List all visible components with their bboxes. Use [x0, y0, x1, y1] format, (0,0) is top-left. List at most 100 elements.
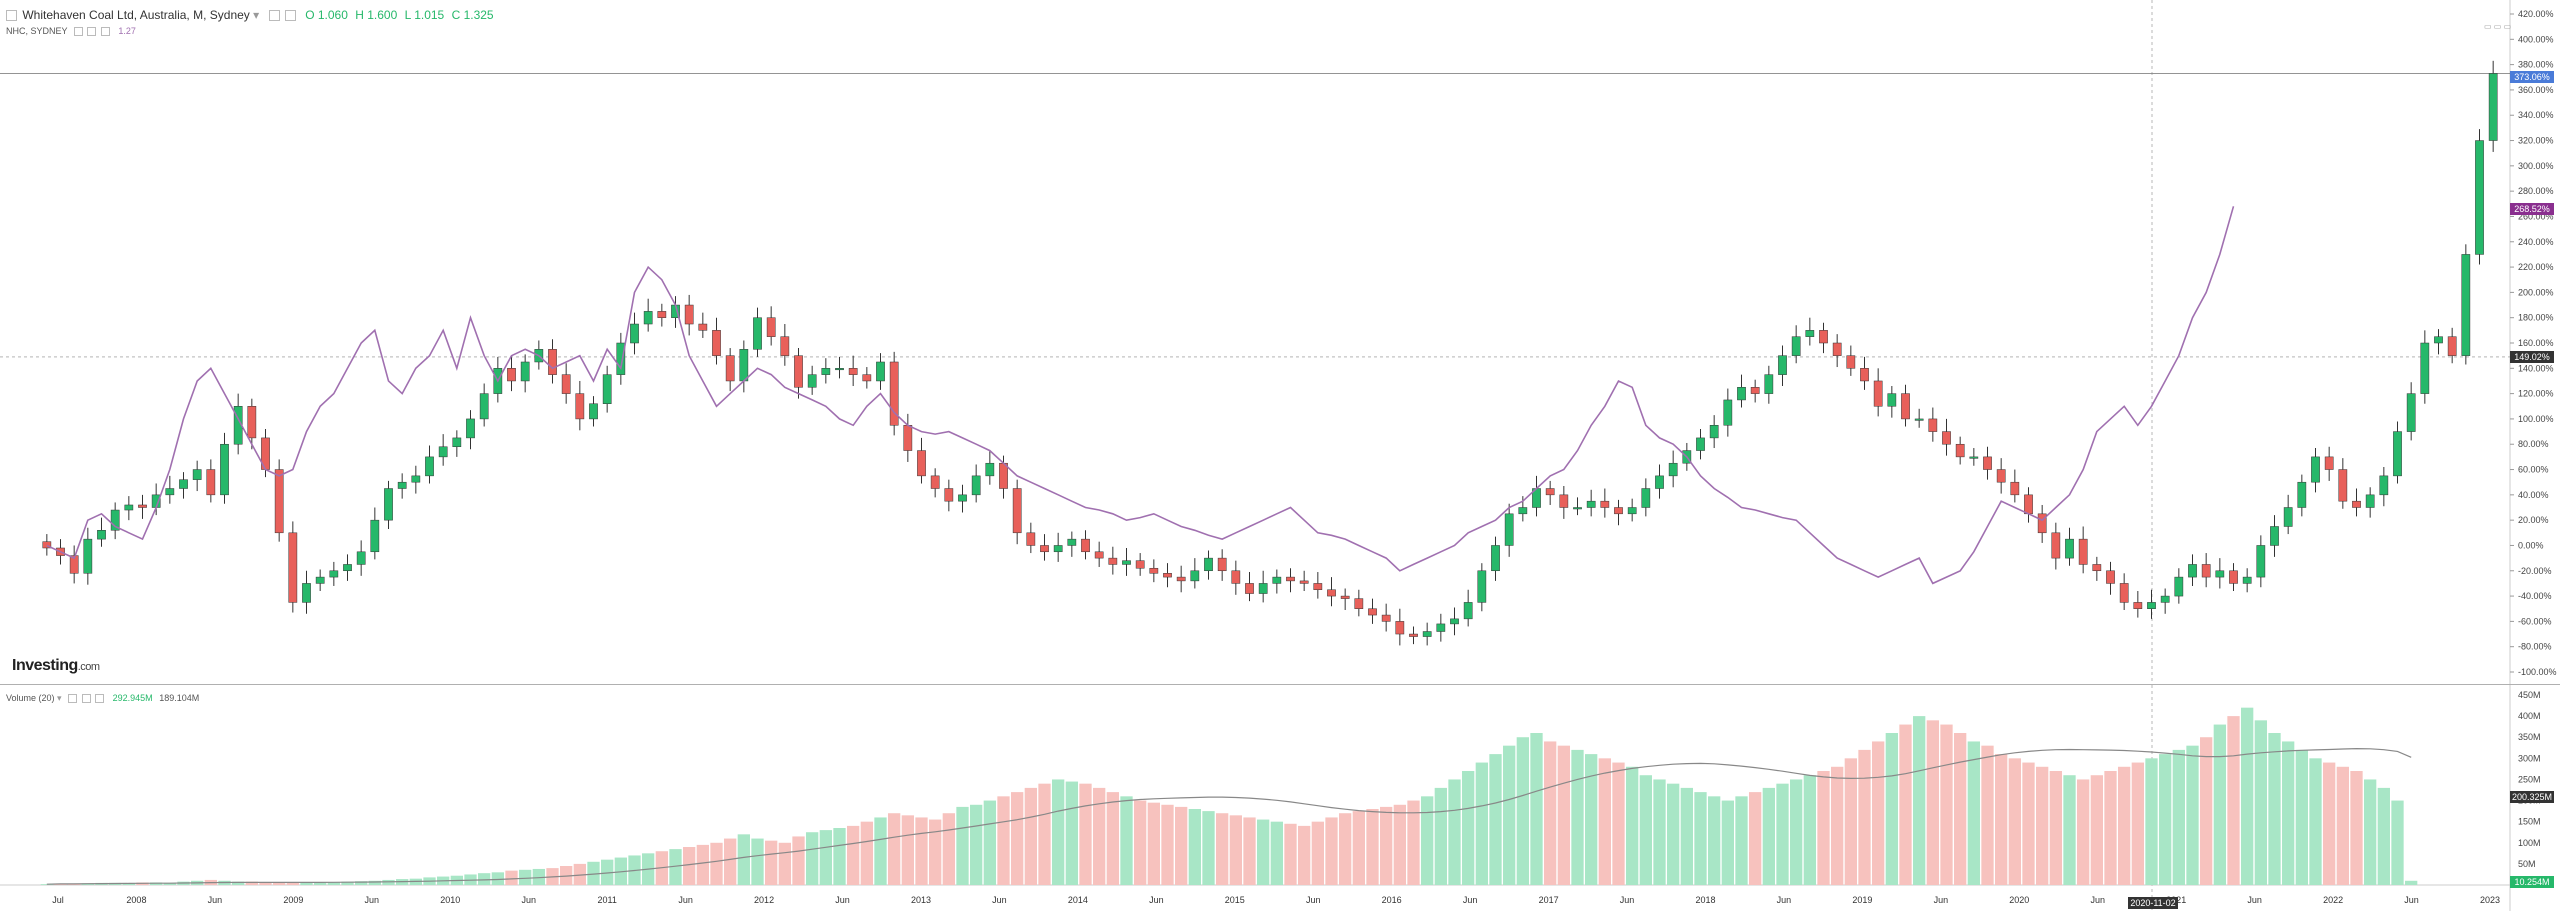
time-axis-label: 2013	[911, 895, 931, 905]
candle-body	[1518, 507, 1528, 515]
close-icon[interactable]	[284, 10, 296, 22]
volume-bar	[1667, 783, 1680, 885]
price-axis-label: 260.00%	[2518, 211, 2554, 221]
volume-bar	[2227, 716, 2240, 885]
candle-body	[2024, 494, 2033, 515]
volume-bar	[1817, 771, 1830, 885]
time-axis-label: 2011	[597, 895, 616, 905]
settings-icon[interactable]	[81, 694, 91, 704]
volume-bar	[2364, 779, 2377, 885]
open-value: O 1.060	[305, 8, 348, 22]
time-axis-label: 2017	[1539, 895, 1559, 905]
compare-legend: NHC, SYDNEY 1.27	[6, 26, 136, 37]
time-axis-label: Jun	[365, 895, 380, 905]
volume-bar	[300, 882, 313, 885]
volume-bar	[2405, 880, 2418, 885]
volume-bar	[1407, 800, 1420, 885]
volume-bar	[2049, 771, 2062, 885]
price-axis-label: -60.00%	[2518, 616, 2552, 626]
candle-body	[343, 564, 352, 572]
candle-body	[1299, 580, 1309, 584]
settings-icon[interactable]	[87, 27, 97, 37]
volume-bar	[1229, 815, 1242, 885]
candle-body	[2352, 500, 2361, 508]
candle-body	[1573, 507, 1582, 510]
price-chart-panel[interactable]: 420.00% 400.00% 380.00% 360.00% 340.00% 320.0…	[0, 0, 2560, 685]
volume-ma-tag: 200.325M	[2510, 791, 2554, 803]
volume-panel[interactable]: 450M400M350M300M250M200M150M100M50MJul20…	[0, 685, 2560, 911]
close-icon[interactable]	[95, 694, 105, 704]
candle-body	[1955, 443, 1965, 458]
price-chart[interactable]: 420.00% 400.00% 380.00% 360.00% 340.00% 320.0…	[0, 0, 2560, 684]
crosshair-price-tag: 149.02%	[2510, 351, 2554, 363]
volume-bar	[1926, 720, 1939, 885]
volume-bar	[1011, 792, 1024, 885]
high-value: H 1.600	[355, 8, 398, 22]
candle-body	[220, 443, 229, 496]
candle-body	[2324, 456, 2334, 470]
chevron-down-icon[interactable]: ▾	[253, 8, 260, 22]
eye-icon[interactable]	[73, 27, 83, 37]
volume-axis-label: 300M	[2518, 753, 2541, 763]
candle-body	[2420, 342, 2430, 394]
volume-bar	[2241, 707, 2254, 885]
candle-body	[1409, 633, 1418, 637]
volume-bar	[915, 817, 928, 885]
candle-body	[247, 406, 257, 439]
time-axis-label: 2016	[1382, 895, 1402, 905]
volume-bar	[1790, 779, 1803, 885]
volume-bar	[601, 859, 614, 885]
candle-body	[1873, 380, 1883, 407]
candle-body	[1545, 488, 1555, 496]
candle-body	[2270, 526, 2279, 546]
candle-body	[302, 583, 311, 603]
volume-bar	[1311, 821, 1324, 885]
price-axis-label: -100.00%	[2518, 667, 2557, 677]
pane-controls[interactable]: ▭ ▭ ▭	[2484, 22, 2512, 31]
volume-bar	[2350, 771, 2363, 885]
time-axis-label: 2020	[2009, 895, 2029, 905]
volume-bar	[2145, 758, 2158, 885]
volume-bar	[2036, 766, 2049, 885]
candle-body	[917, 450, 926, 477]
candle-body	[42, 541, 52, 549]
close-icon[interactable]	[100, 27, 110, 37]
chevron-down-icon[interactable]: ▾	[57, 693, 62, 703]
price-axis-label: 380.00%	[2518, 60, 2554, 70]
price-legend: Whitehaven Coal Ltd, Australia, M, Sydne…	[6, 8, 494, 22]
candle-body	[657, 311, 667, 318]
candle-body	[179, 479, 188, 489]
volume-bar	[1434, 787, 1447, 885]
candle-body	[1081, 538, 1090, 553]
collapse-icon[interactable]	[6, 10, 17, 22]
settings-icon[interactable]	[268, 10, 280, 22]
time-axis-label: Jun	[1149, 895, 1164, 905]
volume-axis-label: 150M	[2518, 817, 2541, 827]
volume-bar	[1216, 813, 1229, 885]
candle-body	[315, 576, 325, 584]
volume-bar	[2213, 724, 2226, 885]
candle-body	[876, 361, 885, 382]
candle-body	[97, 530, 106, 540]
eye-icon[interactable]	[68, 694, 78, 704]
volume-bar	[1735, 796, 1748, 885]
volume-bar	[997, 796, 1010, 885]
candle-body	[698, 323, 708, 331]
volume-chart[interactable]: 450M400M350M300M250M200M150M100M50MJul20…	[0, 685, 2560, 911]
volume-bar	[696, 844, 709, 885]
volume-axis-label: 50M	[2518, 859, 2536, 869]
volume-bar	[1038, 783, 1051, 885]
candle-body	[2106, 570, 2115, 584]
candle-body	[1504, 513, 1514, 546]
volume-bar	[1872, 741, 1885, 885]
price-axis-label: 220.00%	[2518, 262, 2554, 272]
price-axis-label: 240.00%	[2518, 237, 2554, 247]
candle-body	[1723, 399, 1733, 426]
candle-body	[602, 374, 612, 404]
time-axis-label: Jun	[1306, 895, 1321, 905]
candle-body	[1381, 614, 1391, 622]
close-value: C 1.325	[451, 8, 494, 22]
candle-body	[1750, 387, 1760, 394]
volume-bar	[2309, 758, 2322, 885]
candle-body	[1012, 488, 1022, 534]
